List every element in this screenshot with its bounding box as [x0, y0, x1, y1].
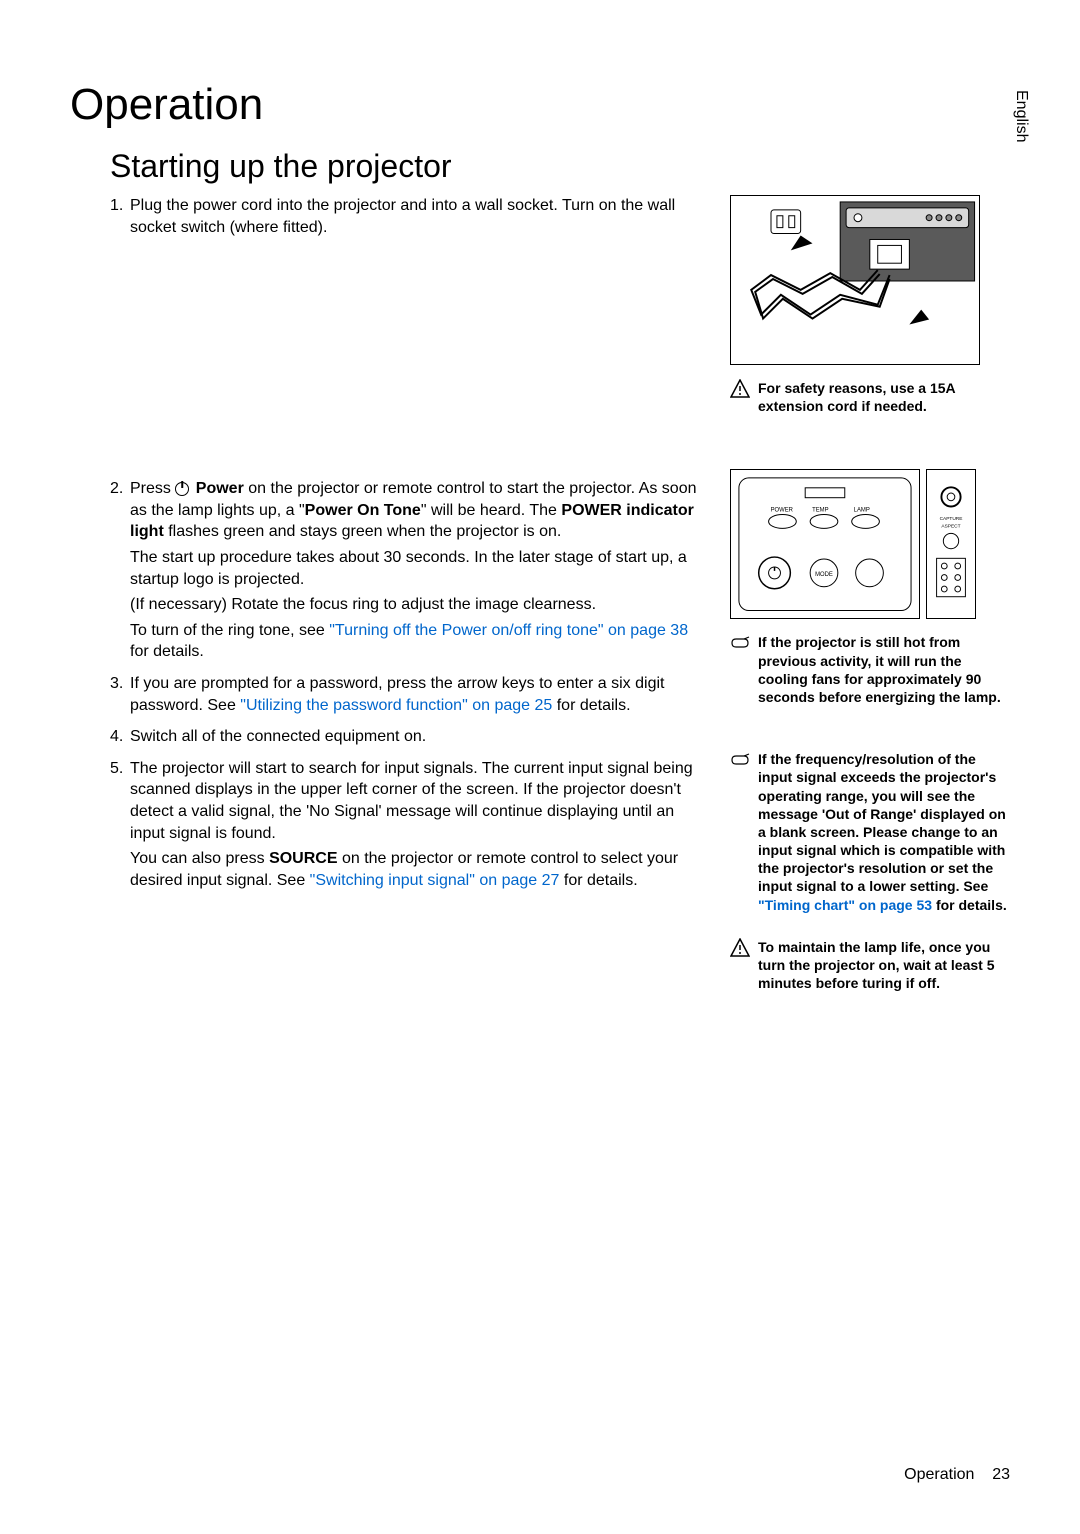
step-body: The projector will start to search for i…: [130, 758, 710, 896]
step-number: 4.: [70, 726, 130, 752]
page-title: Operation: [70, 80, 1010, 130]
warning-icon: [730, 938, 750, 958]
step-5: 5. The projector will start to search fo…: [70, 758, 710, 896]
cross-reference-link[interactable]: "Switching input signal" on page 27: [310, 872, 560, 889]
step-text: If you are prompted for a password, pres…: [130, 673, 710, 716]
svg-text:LAMP: LAMP: [854, 508, 870, 514]
warning-icon: [730, 379, 750, 399]
step-text: (If necessary) Rotate the focus ring to …: [130, 594, 710, 616]
footer-page-number: 23: [992, 1466, 1010, 1483]
note-text: For safety reasons, use a 15A extension …: [758, 379, 1010, 415]
step-number: 2.: [70, 478, 130, 667]
step-body: Press Power on the projector or remote c…: [130, 478, 710, 667]
step-4: 4. Switch all of the connected equipment…: [70, 726, 710, 752]
hand-icon: [730, 750, 750, 770]
step-number: 5.: [70, 758, 130, 896]
step-number: 3.: [70, 673, 130, 720]
safety-note: For safety reasons, use a 15A extension …: [730, 379, 1010, 415]
step-text: The start up procedure takes about 30 se…: [130, 547, 710, 590]
step-body: Plug the power cord into the projector a…: [130, 195, 710, 242]
page-footer: Operation 23: [904, 1466, 1010, 1484]
step-body: Switch all of the connected equipment on…: [130, 726, 710, 752]
step-3: 3. If you are prompted for a password, p…: [70, 673, 710, 720]
cross-reference-link[interactable]: "Utilizing the password function" on pag…: [240, 697, 552, 714]
info-note: If the frequency/resolution of the input…: [730, 750, 1010, 914]
side-column: For safety reasons, use a 15A extension …: [730, 195, 1010, 1016]
svg-text:POWER: POWER: [771, 508, 793, 514]
cross-reference-link[interactable]: "Timing chart" on page 53: [758, 897, 932, 913]
note-text: If the frequency/resolution of the input…: [758, 750, 1010, 914]
safety-note: To maintain the lamp life, once you turn…: [730, 938, 1010, 993]
figure-control-panel: POWER TEMP LAMP MODE: [730, 469, 1010, 619]
svg-text:CAPTURE: CAPTURE: [940, 516, 963, 522]
info-note: If the projector is still hot from previ…: [730, 633, 1010, 706]
note-text: If the projector is still hot from previ…: [758, 633, 1010, 706]
section-heading: Starting up the projector: [110, 148, 1010, 185]
footer-section: Operation: [904, 1466, 974, 1483]
step-number: 1.: [70, 195, 130, 242]
note-text: To maintain the lamp life, once you turn…: [758, 938, 1010, 993]
svg-text:MODE: MODE: [815, 572, 833, 578]
step-text: Plug the power cord into the projector a…: [130, 195, 710, 238]
svg-text:TEMP: TEMP: [812, 508, 829, 514]
main-column: 1. Plug the power cord into the projecto…: [70, 195, 710, 1016]
cross-reference-link[interactable]: "Turning off the Power on/off ring tone"…: [329, 622, 688, 639]
step-body: If you are prompted for a password, pres…: [130, 673, 710, 720]
figure-power-cord: [730, 195, 980, 365]
step-text: The projector will start to search for i…: [130, 758, 710, 844]
step-2: 2. Press Power on the projector or remot…: [70, 478, 710, 667]
power-icon: [175, 482, 189, 496]
step-text: To turn of the ring tone, see "Turning o…: [130, 620, 710, 663]
step-1: 1. Plug the power cord into the projecto…: [70, 195, 710, 242]
content-columns: 1. Plug the power cord into the projecto…: [70, 195, 1010, 1016]
hand-icon: [730, 633, 750, 653]
step-text: You can also press SOURCE on the project…: [130, 848, 710, 891]
step-text: Press Power on the projector or remote c…: [130, 478, 710, 543]
language-tab: English: [1012, 90, 1030, 142]
svg-text:ASPECT: ASPECT: [941, 524, 960, 530]
step-text: Switch all of the connected equipment on…: [130, 726, 710, 748]
